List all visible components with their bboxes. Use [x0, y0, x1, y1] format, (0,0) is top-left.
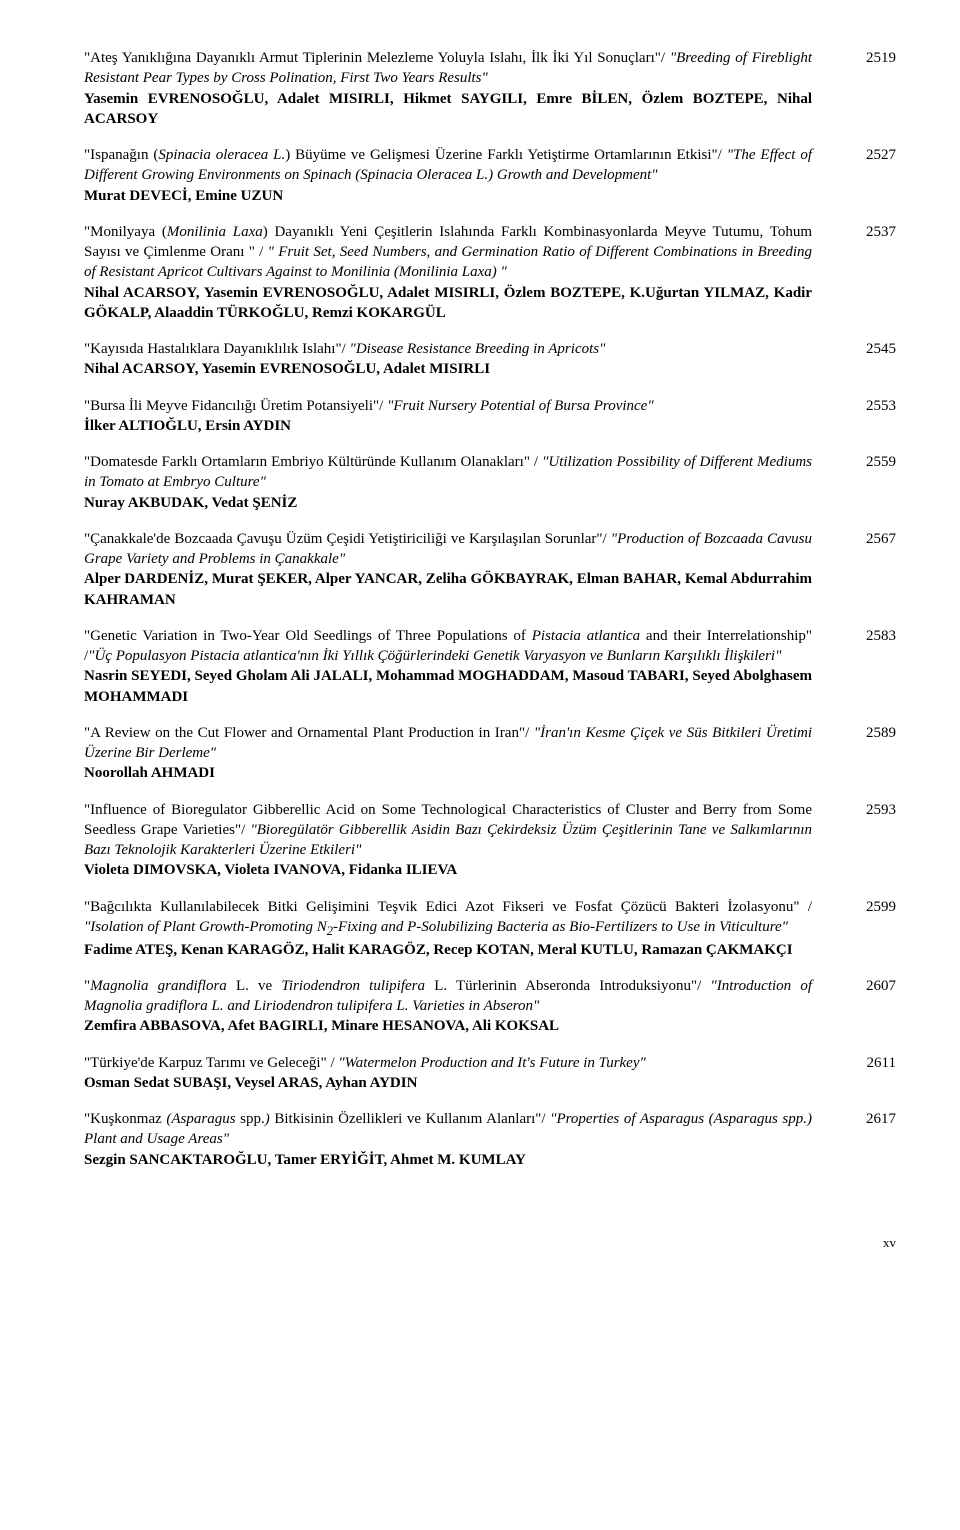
- entry-body: "Çanakkale'de Bozcaada Çavuşu Üzüm Çeşid…: [84, 529, 812, 610]
- page-number: 2593: [812, 800, 896, 881]
- entry-body: "Ateş Yanıklığına Dayanıklı Armut Tipler…: [84, 48, 812, 129]
- toc-entry: "Çanakkale'de Bozcaada Çavuşu Üzüm Çeşid…: [84, 529, 896, 610]
- page-number: 2553: [812, 396, 896, 437]
- authors: Violeta DIMOVSKA, Violeta IVANOVA, Fidan…: [84, 862, 457, 878]
- title-italic-2: Tiriodendron tulipifera: [281, 978, 434, 994]
- authors: Fadime ATEŞ, Kenan KARAGÖZ, Halit KARAGÖ…: [84, 942, 793, 958]
- toc-entry: "Bursa İli Meyve Fidancılığı Üretim Pota…: [84, 396, 896, 437]
- toc-entry: "Magnolia grandiflora L. ve Tiriodendron…: [84, 976, 896, 1037]
- entry-body: "Türkiye'de Karpuz Tarımı ve Geleceği" /…: [84, 1053, 812, 1094]
- title-italic: Monilinia Laxa: [167, 224, 263, 240]
- title-en-pre: "Isolation of Plant Growth-Promoting N: [84, 919, 327, 935]
- entry-body: "Magnolia grandiflora L. ve Tiriodendron…: [84, 976, 812, 1037]
- title-italic-1: (Asparagus: [166, 1111, 235, 1127]
- title-tr: "Kayısıda Hastalıklara Dayanıklılık Isla…: [84, 341, 350, 357]
- title-tr: "Çanakkale'de Bozcaada Çavuşu Üzüm Çeşid…: [84, 531, 611, 547]
- title-tr: "Bursa İli Meyve Fidancılığı Üretim Pota…: [84, 398, 387, 414]
- page-number: 2559: [812, 452, 896, 513]
- title-post: L. Türlerinin Abseronda Introduksiyonu"/: [434, 978, 710, 994]
- entry-body: "Monilyaya (Monilinia Laxa) Dayanıklı Ye…: [84, 222, 812, 323]
- page-number: 2537: [812, 222, 896, 323]
- toc-entry: "Kuşkonmaz (Asparagus spp.) Bitkisinin Ö…: [84, 1109, 896, 1170]
- title-tr: "Bağcılıkta Kullanılabilecek Bitki Geliş…: [84, 899, 812, 915]
- authors: Nasrin SEYEDI, Seyed Gholam Ali JALALI, …: [84, 668, 812, 704]
- page-number: 2527: [812, 145, 896, 206]
- title-italic-1: Magnolia grandiflora: [90, 978, 227, 994]
- title-mid: spp.: [236, 1111, 265, 1127]
- entry-body: "Kuşkonmaz (Asparagus spp.) Bitkisinin Ö…: [84, 1109, 812, 1170]
- page-number: 2583: [812, 626, 896, 707]
- toc-entry: "Ispanağın (Spinacia oleracea L.) Büyüme…: [84, 145, 896, 206]
- toc-entry: "Bağcılıkta Kullanılabilecek Bitki Geliş…: [84, 897, 896, 960]
- authors: Noorollah AHMADI: [84, 765, 215, 781]
- authors: Nihal ACARSOY, Yasemin EVRENOSOĞLU, Adal…: [84, 285, 812, 321]
- title-en: "Üç Populasyon Pistacia atlantica'nın İk…: [88, 648, 781, 664]
- title-tr: "Monilyaya (: [84, 224, 167, 240]
- title-tr: "Domatesde Farklı Ortamların Embriyo Kül…: [84, 454, 542, 470]
- toc-entry: "Monilyaya (Monilinia Laxa) Dayanıklı Ye…: [84, 222, 896, 323]
- authors: Alper DARDENİZ, Murat ŞEKER, Alper YANCA…: [84, 571, 812, 607]
- title-tr: "A Review on the Cut Flower and Ornament…: [84, 725, 534, 741]
- title-en-post: -Fixing and P-Solubilizing Bacteria as B…: [333, 919, 788, 935]
- title-en: "Fruit Nursery Potential of Bursa Provin…: [387, 398, 654, 414]
- toc-entry: "Influence of Bioregulator Gibberellic A…: [84, 800, 896, 881]
- page-number: 2611: [812, 1053, 896, 1094]
- authors: Yasemin EVRENOSOĞLU, Adalet MISIRLI, Hik…: [84, 91, 812, 127]
- entry-body: "Influence of Bioregulator Gibberellic A…: [84, 800, 812, 881]
- entry-body: "Genetic Variation in Two-Year Old Seedl…: [84, 626, 812, 707]
- toc-entry: "Türkiye'de Karpuz Tarımı ve Geleceği" /…: [84, 1053, 896, 1094]
- title-tr: "Ateş Yanıklığına Dayanıklı Armut Tipler…: [84, 50, 670, 66]
- page-number: 2599: [812, 897, 896, 960]
- title-tr-2: ) Büyüme ve Gelişmesi Üzerine Farklı Yet…: [285, 147, 726, 163]
- toc-entry: "A Review on the Cut Flower and Ornament…: [84, 723, 896, 784]
- page-number: 2567: [812, 529, 896, 610]
- title-en: "Watermelon Production and It's Future i…: [338, 1055, 645, 1071]
- title-italic: Pistacia atlantica: [532, 628, 640, 644]
- entry-body: "A Review on the Cut Flower and Ornament…: [84, 723, 812, 784]
- authors: İlker ALTIOĞLU, Ersin AYDIN: [84, 418, 291, 434]
- entry-body: "Ispanağın (Spinacia oleracea L.) Büyüme…: [84, 145, 812, 206]
- title-mid: L. ve: [227, 978, 282, 994]
- toc-entry: "Domatesde Farklı Ortamların Embriyo Kül…: [84, 452, 896, 513]
- entry-body: "Kayısıda Hastalıklara Dayanıklılık Isla…: [84, 339, 812, 380]
- page-number: 2607: [812, 976, 896, 1037]
- toc-entry: "Ateş Yanıklığına Dayanıklı Armut Tipler…: [84, 48, 896, 129]
- title-pre: "Kuşkonmaz: [84, 1111, 166, 1127]
- authors: Osman Sedat SUBAŞI, Veysel ARAS, Ayhan A…: [84, 1075, 417, 1091]
- title-post: Bitkisinin Özellikleri ve Kullanım Alanl…: [270, 1111, 550, 1127]
- title-pre: "Genetic Variation in Two-Year Old Seedl…: [84, 628, 532, 644]
- entry-body: "Bağcılıkta Kullanılabilecek Bitki Geliş…: [84, 897, 812, 960]
- page-number: 2519: [812, 48, 896, 129]
- authors: Sezgin SANCAKTAROĞLU, Tamer ERYİĞİT, Ahm…: [84, 1152, 526, 1168]
- authors: Nuray AKBUDAK, Vedat ŞENİZ: [84, 495, 297, 511]
- authors: Zemfira ABBASOVA, Afet BAGIRLI, Minare H…: [84, 1018, 559, 1034]
- authors: Nihal ACARSOY, Yasemin EVRENOSOĞLU, Adal…: [84, 361, 490, 377]
- page-number: 2617: [812, 1109, 896, 1170]
- title-italic: Spinacia oleracea L.: [158, 147, 285, 163]
- page-number: 2589: [812, 723, 896, 784]
- title-tr: "Türkiye'de Karpuz Tarımı ve Geleceği" /: [84, 1055, 338, 1071]
- authors: Murat DEVECİ, Emine UZUN: [84, 188, 283, 204]
- title-tr: "Ispanağın (: [84, 147, 158, 163]
- toc-entry: "Genetic Variation in Two-Year Old Seedl…: [84, 626, 896, 707]
- entry-body: "Bursa İli Meyve Fidancılığı Üretim Pota…: [84, 396, 812, 437]
- page-footer: xv: [84, 1234, 896, 1252]
- title-en: "Disease Resistance Breeding in Apricots…: [350, 341, 606, 357]
- entry-body: "Domatesde Farklı Ortamların Embriyo Kül…: [84, 452, 812, 513]
- toc-entry: "Kayısıda Hastalıklara Dayanıklılık Isla…: [84, 339, 896, 380]
- page-number: 2545: [812, 339, 896, 380]
